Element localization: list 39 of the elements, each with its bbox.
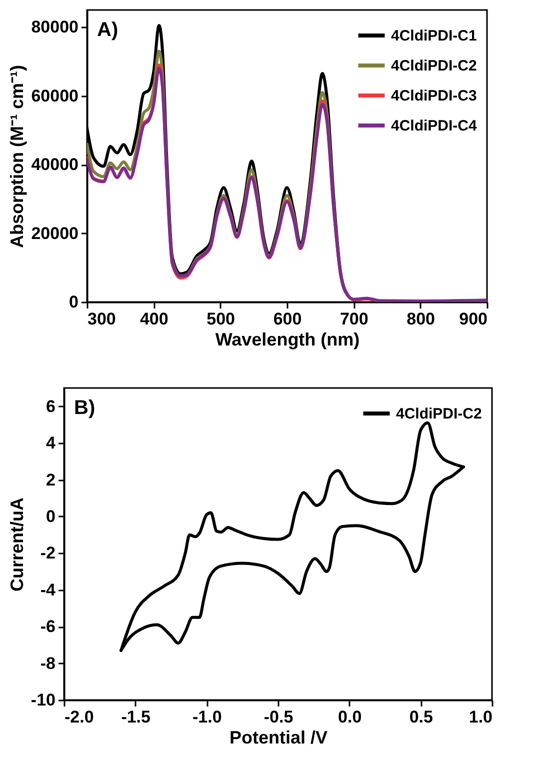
y-tick-label: -2	[40, 544, 56, 563]
legend-label: 4CldiPDI-C1	[391, 28, 477, 44]
annotation: A)	[97, 19, 118, 41]
y-axis-title: Current/uA	[6, 498, 27, 592]
x-tick-label: 800	[406, 310, 436, 328]
y-tick-label: 20000	[31, 224, 78, 243]
x-tick-label: -0.5	[264, 708, 294, 726]
x-tick-label: 400	[140, 310, 168, 328]
y-tick-label: -6	[40, 617, 56, 636]
legend-label: 4CldiPDI-C4	[391, 118, 478, 134]
y-tick-label: -8	[40, 654, 56, 673]
x-tick-label: 0.5	[409, 708, 433, 726]
y-tick-label: 6	[46, 396, 56, 416]
x-tick-label: 500	[206, 310, 236, 328]
y-tick-label: -10	[30, 690, 56, 710]
x-tick-label: 600	[273, 310, 302, 328]
y-tick-label: 80000	[31, 18, 78, 37]
x-tick-label: 700	[340, 310, 368, 328]
legend-label: 4CldiPDI-C3	[391, 88, 477, 104]
y-axis-title: Absorption (M⁻¹ cm⁻¹)	[7, 65, 28, 248]
x-tick-label: 900	[459, 310, 488, 328]
y-tick-label: 0	[69, 292, 78, 312]
legend-label: 4CldiPDI-C2	[391, 58, 477, 74]
x-axis-title: Potential /V	[229, 728, 328, 748]
x-tick-label: -2.0	[64, 708, 94, 726]
y-tick-label: 60000	[31, 86, 78, 106]
y-tick-label: -4	[40, 580, 56, 600]
y-tick-label: 2	[46, 470, 56, 490]
y-tick-label: 40000	[31, 155, 78, 174]
y-tick-label: 0	[46, 506, 56, 526]
annotation: B)	[74, 397, 96, 419]
y-tick-label: 4	[46, 434, 56, 453]
x-axis-title: Wavelength (nm)	[215, 330, 360, 350]
x-tick-label: 0.0	[338, 708, 362, 726]
x-tick-label: -1.5	[121, 708, 150, 726]
x-tick-label: 1.0	[468, 708, 492, 726]
x-tick-label: -1.0	[192, 708, 222, 726]
legend-label: 4CldiPDI-C2	[396, 406, 482, 422]
x-tick-label: 300	[88, 310, 116, 328]
